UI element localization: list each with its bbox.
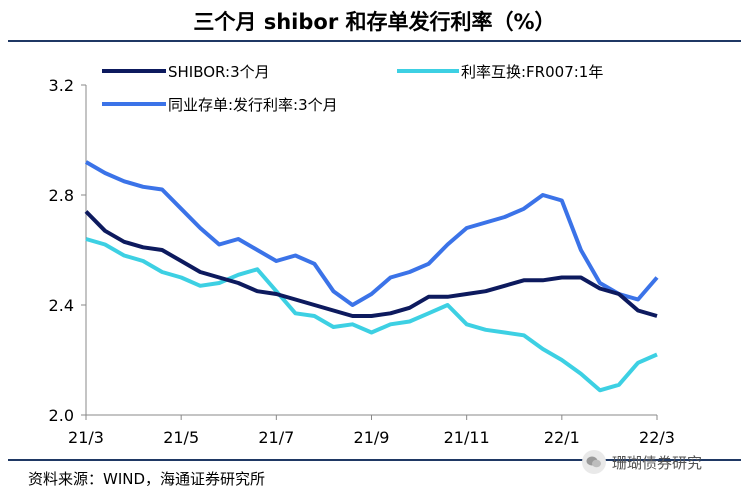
x-tick-label: 21/3 [68,428,104,447]
legend: SHIBOR:3个月 利率互换:FR007:1年 同业存单:发行利率:3个月 [98,60,656,118]
series-line-shibor [84,210,658,318]
y-tick-labels: 2.0 2.4 2.8 3.2 [49,76,86,425]
footer-rule [8,459,741,461]
legend-background [98,60,656,118]
y-tick-label: 2.8 [49,186,74,205]
series-group [84,160,659,393]
title-rule [8,40,741,42]
wechat-icon [582,450,606,474]
watermark-text: 珊瑚债券研究 [612,453,703,472]
y-tick-label: 2.4 [49,296,74,315]
x-tick-label: 22/3 [639,428,675,447]
series-line-fr007 [85,237,658,393]
x-tick-label: 21/11 [444,428,490,447]
series-line-ncd [84,160,659,307]
source-note: 资料来源：WIND，海通证券研究所 [28,470,266,488]
legend-label-shibor: SHIBOR:3个月 [168,63,270,81]
chart-title: 三个月 shibor 和存单发行利率（%） [193,10,556,34]
x-tick-label: 21/9 [354,428,390,447]
x-tick-label: 22/1 [544,428,580,447]
legend-label-ncd: 同业存单:发行利率:3个月 [168,96,338,114]
y-tick-label: 2.0 [49,406,74,425]
legend-label-fr007: 利率互换:FR007:1年 [461,63,603,81]
y-tick-label: 3.2 [49,76,74,95]
x-tick-labels: 21/3 21/5 21/7 21/9 21/11 22/1 22/3 [68,415,675,447]
watermark: 珊瑚债券研究 [582,447,702,477]
x-tick-label: 21/5 [163,428,199,447]
x-tick-label: 21/7 [258,428,294,447]
